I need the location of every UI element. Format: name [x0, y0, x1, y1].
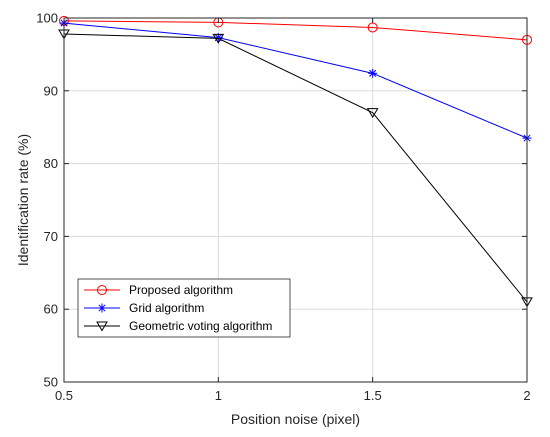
legend-entry-0: Proposed algorithm — [84, 283, 233, 297]
data-point-2-1 — [212, 33, 225, 44]
legend-marker-proposed — [97, 285, 107, 295]
legend-label-1: Grid algorithm — [129, 301, 204, 315]
x-tick-label-2: 1.5 — [364, 388, 382, 403]
legend-label-2: Geometric voting algorithm — [129, 319, 272, 333]
y-axis-label: Identification rate (%) — [15, 134, 31, 266]
x-tick-label-0: 0.5 — [55, 388, 73, 403]
legend-marker-shape-0 — [97, 285, 107, 295]
y-tick-label-1: 60 — [44, 302, 58, 317]
x-axis-label: Position noise (pixel) — [231, 411, 360, 427]
legend-entry-1: Grid algorithm — [84, 301, 204, 315]
legend-marker-grid — [97, 303, 107, 313]
legend-marker-shape-1 — [97, 303, 107, 313]
ticks: 0.5 1 1.5 2 50 60 70 80 90 100 — [36, 11, 530, 404]
legend-entry-2: Geometric voting algorithm — [84, 319, 272, 333]
series-line-0 — [63, 20, 528, 41]
y-tick-label-4: 90 — [44, 83, 58, 98]
y-tick-label-5: 100 — [36, 11, 58, 26]
plot-frame — [63, 17, 528, 383]
series-line-2 — [63, 33, 528, 303]
y-tick-label-0: 50 — [44, 375, 58, 390]
series-2 — [58, 29, 533, 308]
x-tick-label-3: 2 — [523, 388, 530, 403]
data-point-1-2 — [368, 68, 378, 78]
legend: Proposed algorithm Grid algorithm Geomet… — [77, 278, 291, 338]
legend-marker-geometric — [96, 321, 108, 332]
legend-marker-shape-2 — [96, 321, 108, 332]
y-tick-label-3: 80 — [44, 156, 58, 171]
data-point-2-2 — [366, 108, 379, 119]
x-tick-label-1: 1 — [215, 388, 222, 403]
legend-label-0: Proposed algorithm — [129, 283, 233, 297]
y-tick-label-2: 70 — [44, 229, 58, 244]
series-line-1 — [63, 22, 528, 139]
